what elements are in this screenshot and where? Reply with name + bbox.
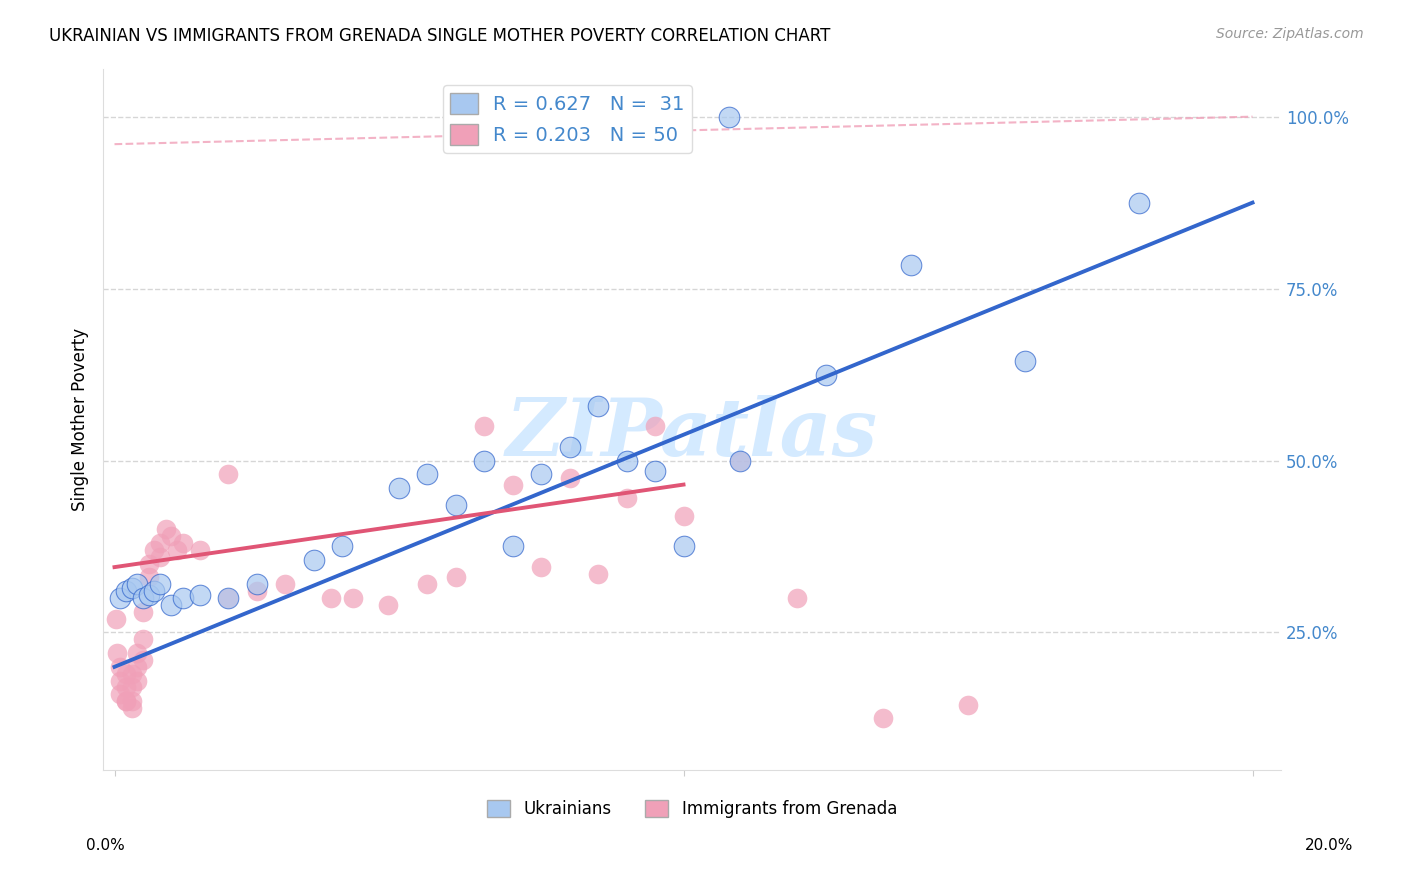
Point: [319, 591, 342, 605]
Point: [444, 570, 467, 584]
Point: [108, 687, 131, 701]
Point: [132, 653, 155, 667]
Point: [730, 453, 752, 467]
Point: [472, 453, 495, 467]
Point: [814, 368, 837, 382]
Point: [530, 467, 553, 482]
Point: [121, 666, 143, 681]
Text: ZIPatlas: ZIPatlas: [506, 394, 879, 472]
Point: [160, 598, 183, 612]
Point: [246, 584, 269, 599]
Point: [143, 543, 166, 558]
Point: [644, 464, 666, 478]
Point: [108, 660, 131, 674]
Point: [217, 467, 239, 482]
Point: [672, 540, 695, 554]
Point: [121, 694, 143, 708]
Point: [105, 612, 128, 626]
Point: [644, 419, 666, 434]
Point: [155, 522, 177, 536]
Point: [127, 660, 149, 674]
Point: [900, 258, 922, 272]
Point: [188, 543, 211, 558]
Point: [586, 566, 609, 581]
Point: [127, 577, 149, 591]
Point: [188, 588, 211, 602]
Point: [138, 570, 160, 584]
Point: [586, 399, 609, 413]
Point: [121, 581, 143, 595]
Point: [172, 591, 194, 605]
Point: [217, 591, 239, 605]
Point: [115, 681, 138, 695]
Point: [115, 694, 138, 708]
Point: [672, 508, 695, 523]
Point: [377, 598, 399, 612]
Text: 20.0%: 20.0%: [1305, 838, 1353, 854]
Point: [388, 481, 411, 495]
Point: [115, 666, 138, 681]
Point: [416, 577, 439, 591]
Point: [558, 440, 581, 454]
Point: [160, 529, 183, 543]
Point: [132, 591, 155, 605]
Point: [342, 591, 364, 605]
Point: [274, 577, 297, 591]
Point: [138, 557, 160, 571]
Point: [472, 110, 495, 124]
Point: [127, 646, 149, 660]
Point: [108, 591, 131, 605]
Point: [872, 711, 894, 725]
Point: [1014, 353, 1036, 368]
Point: [121, 681, 143, 695]
Point: [502, 540, 524, 554]
Point: [121, 701, 143, 715]
Point: [149, 577, 172, 591]
Point: [115, 694, 138, 708]
Point: [108, 673, 131, 688]
Point: [444, 498, 467, 512]
Point: [558, 471, 581, 485]
Point: [730, 453, 752, 467]
Point: [115, 584, 138, 599]
Point: [143, 584, 166, 599]
Point: [472, 419, 495, 434]
Point: [217, 591, 239, 605]
Point: [616, 453, 638, 467]
Point: [330, 540, 353, 554]
Point: [1128, 195, 1150, 210]
Point: [786, 591, 808, 605]
Point: [718, 110, 741, 124]
Text: Source: ZipAtlas.com: Source: ZipAtlas.com: [1216, 27, 1364, 41]
Point: [138, 588, 160, 602]
Text: 0.0%: 0.0%: [86, 838, 125, 854]
Point: [502, 477, 524, 491]
Point: [172, 536, 194, 550]
Point: [302, 553, 325, 567]
Point: [149, 536, 172, 550]
Point: [166, 543, 188, 558]
Y-axis label: Single Mother Poverty: Single Mother Poverty: [72, 327, 89, 511]
Point: [616, 491, 638, 506]
Point: [416, 467, 439, 482]
Point: [149, 549, 172, 564]
Point: [246, 577, 269, 591]
Legend: Ukrainians, Immigrants from Grenada: Ukrainians, Immigrants from Grenada: [481, 793, 904, 825]
Point: [132, 632, 155, 647]
Point: [530, 560, 553, 574]
Text: UKRAINIAN VS IMMIGRANTS FROM GRENADA SINGLE MOTHER POVERTY CORRELATION CHART: UKRAINIAN VS IMMIGRANTS FROM GRENADA SIN…: [49, 27, 831, 45]
Point: [132, 605, 155, 619]
Point: [569, 110, 592, 124]
Point: [127, 673, 149, 688]
Point: [956, 698, 979, 712]
Point: [105, 646, 128, 660]
